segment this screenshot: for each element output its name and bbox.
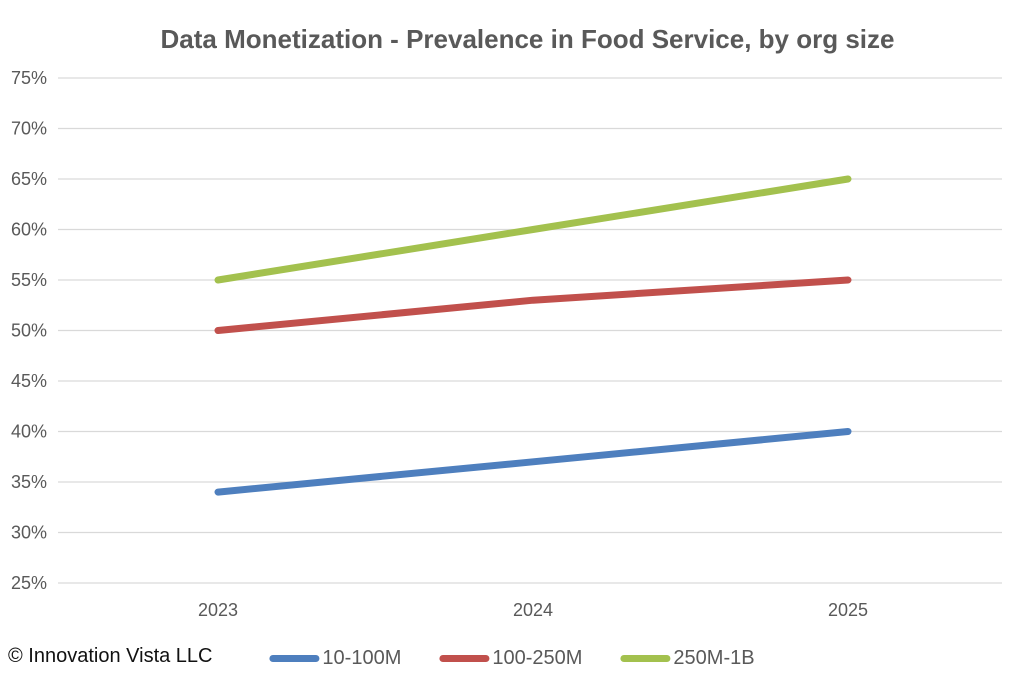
line-chart-plot: 25% 30% 35% 40% 45% 50% 55% 60% 65% 70% 75% 2023 202…	[11, 68, 1002, 620]
legend-swatch-icon	[269, 654, 320, 662]
legend-item-10-100M: 10-100M	[269, 647, 401, 670]
y-axis-tick-label: 70%	[11, 119, 47, 139]
y-axis-tick-label: 55%	[11, 270, 47, 290]
y-axis-tick-label: 60%	[11, 220, 47, 240]
legend-item-250M-1B: 250M-1B	[620, 646, 755, 670]
legend-swatch-icon	[620, 654, 671, 662]
chart-footer: © Innovation Vista LLC 10-100M 100-250M 25…	[0, 638, 1024, 678]
y-axis-tick-label: 65%	[11, 169, 47, 189]
x-axis-tick-label: 2023	[198, 600, 238, 620]
y-axis-tick-label: 40%	[11, 422, 47, 442]
chart-title: Data Monetization - Prevalence in Food S…	[160, 24, 895, 54]
series-line-10-100M	[214, 428, 852, 496]
legend-swatch-icon	[439, 654, 490, 662]
y-axis-tick-label: 75%	[11, 68, 47, 88]
series-line-250M-1B	[214, 175, 852, 284]
legend-label: 10-100M	[322, 646, 402, 669]
x-axis-tick-label: 2024	[513, 600, 553, 620]
y-axis-tick-label: 35%	[11, 472, 47, 492]
legend: 10-100M 100-250M 250M-1B	[269, 638, 755, 678]
series-line-100-250M	[214, 276, 852, 334]
x-axis-tick-label: 2025	[828, 600, 868, 620]
legend-label: 250M-1B	[673, 646, 755, 669]
y-axis-tick-label: 50%	[11, 321, 47, 341]
copyright-text: © Innovation Vista LLC	[8, 645, 213, 667]
legend-item-100-250M: 100-250M	[439, 647, 582, 670]
y-axis-tick-label: 25%	[11, 573, 47, 593]
legend-label: 100-250M	[492, 646, 583, 669]
y-axis-tick-label: 30%	[11, 523, 47, 543]
y-axis-tick-label: 45%	[11, 371, 47, 391]
